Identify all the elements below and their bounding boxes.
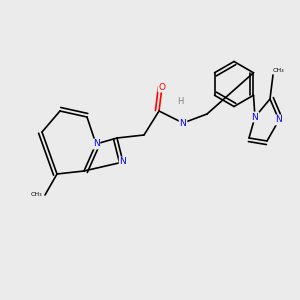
Text: N: N [252, 112, 258, 122]
Text: N: N [93, 140, 99, 148]
Text: CH₃: CH₃ [273, 68, 285, 73]
Text: O: O [158, 82, 166, 91]
Text: N: N [180, 118, 186, 127]
Text: H: H [177, 98, 183, 106]
Text: N: N [276, 116, 282, 124]
Text: N: N [120, 158, 126, 166]
Text: CH₃: CH₃ [30, 193, 42, 197]
